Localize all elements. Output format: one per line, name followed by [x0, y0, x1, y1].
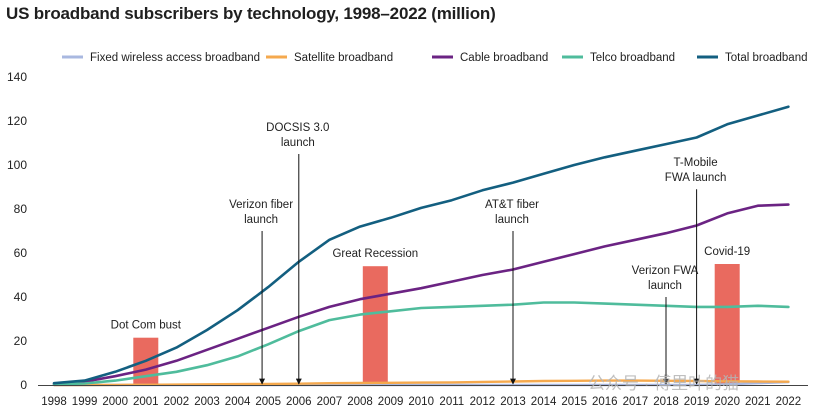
event-bar-1	[362, 266, 388, 385]
y-tick-label: 100	[7, 158, 27, 172]
x-tick-label: 2005	[255, 396, 281, 408]
annotation-label-0: Verizon fiber	[229, 199, 293, 211]
y-tick-label: 120	[7, 114, 27, 128]
x-tick-label: 2003	[194, 396, 220, 408]
legend-label-3: Telco broadband	[590, 52, 675, 64]
annotation-label-0: launch	[244, 214, 278, 226]
y-tick-label: 80	[14, 202, 28, 216]
annotation-label-4: FWA launch	[665, 172, 727, 184]
x-tick-label: 2014	[531, 396, 557, 408]
y-tick-label: 140	[7, 70, 27, 84]
x-tick-label: 2004	[225, 396, 251, 408]
x-tick-label: 2019	[684, 396, 710, 408]
x-tick-label: 2012	[470, 396, 496, 408]
event-bar-label-2: Covid-19	[704, 246, 750, 258]
x-tick-label: 2006	[286, 396, 312, 408]
x-tick-label: 2001	[133, 396, 159, 408]
annotation-label-1: launch	[281, 137, 315, 149]
x-tick-label: 2008	[347, 396, 373, 408]
event-bar-label-0: Dot Com bust	[111, 320, 182, 332]
x-tick-label: 2018	[653, 396, 679, 408]
legend-label-4: Total broadband	[725, 52, 807, 64]
event-bar-label-1: Great Recession	[332, 248, 418, 260]
x-tick-label: 2022	[776, 396, 802, 408]
x-tick-label: 2017	[623, 396, 649, 408]
event-bar-2	[714, 264, 740, 385]
annotation-label-4: T-Mobile	[674, 157, 718, 169]
legend-label-2: Cable broadband	[460, 52, 548, 64]
annotation-label-3: launch	[648, 280, 682, 292]
annotation-label-1: DOCSIS 3.0	[266, 122, 329, 134]
series-line-cable-broadband	[52, 203, 790, 386]
x-tick-label: 2000	[102, 396, 128, 408]
y-tick-label: 20	[14, 334, 28, 348]
x-tick-label: 1998	[41, 396, 67, 408]
legend-label-1: Satellite broadband	[294, 52, 393, 64]
x-tick-label: 2009	[378, 396, 404, 408]
watermark-text: 公众号 · 傅里叶的猫	[588, 374, 739, 393]
x-tick-label: 2016	[592, 396, 618, 408]
y-tick-label: 40	[14, 290, 28, 304]
annotation-label-3: Verizon FWA	[632, 265, 699, 277]
y-tick-label: 60	[14, 246, 28, 260]
annotation-label-2: launch	[495, 214, 529, 226]
x-tick-label: 2020	[714, 396, 740, 408]
annotation-label-2: AT&T fiber	[485, 199, 539, 211]
y-tick-label: 0	[20, 378, 27, 392]
series-line-total-broadband	[52, 105, 790, 385]
legend-label-0: Fixed wireless access broadband	[90, 52, 260, 64]
x-tick-label: 2002	[164, 396, 190, 408]
x-tick-label: 2015	[561, 396, 587, 408]
series-line-telco-broadband	[52, 301, 790, 386]
x-tick-label: 2021	[745, 396, 771, 408]
x-tick-label: 2007	[317, 396, 343, 408]
chart-title: US broadband subscribers by technology, …	[6, 4, 496, 23]
x-tick-label: 2011	[439, 396, 464, 408]
x-tick-label: 2010	[408, 396, 434, 408]
x-tick-label: 2013	[500, 396, 526, 408]
x-tick-label: 1999	[72, 396, 98, 408]
